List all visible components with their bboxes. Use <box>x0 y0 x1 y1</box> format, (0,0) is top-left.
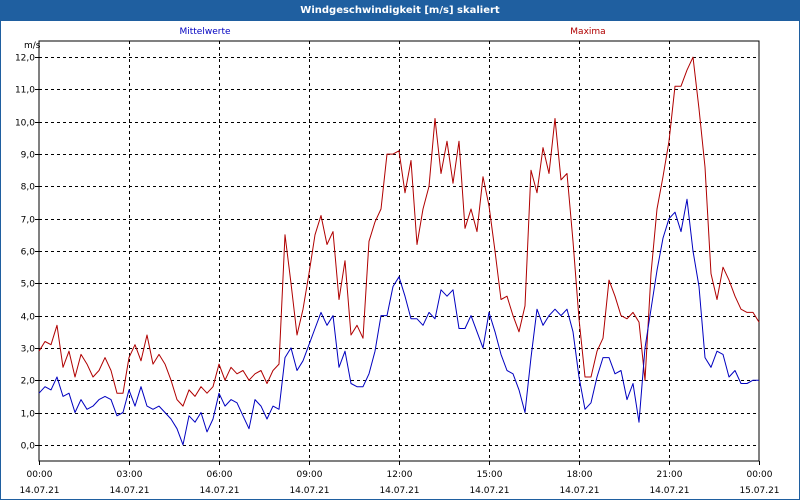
y-tick-label: 9,0 <box>21 151 36 161</box>
y-tick-label: 4,0 <box>21 313 36 323</box>
y-tick-label: 11,0 <box>15 86 35 96</box>
x-tick-date: 14.07.21 <box>559 486 599 496</box>
y-axis-label: m/s <box>24 41 41 51</box>
x-tick-time: 21:00 <box>657 470 683 480</box>
x-tick-date: 14.07.21 <box>469 486 509 496</box>
y-tick-label: 8,0 <box>21 183 36 193</box>
legend-maxima: Maxima <box>570 27 605 37</box>
x-tick-date: 14.07.21 <box>199 486 239 496</box>
x-ticks: 00:00 14.07.21 03:00 14.07.21 06:00 14.07.21 0… <box>19 461 780 496</box>
y-tick-label: 10,0 <box>15 119 35 129</box>
y-tick-label: 1,0 <box>21 410 36 420</box>
grid <box>39 41 759 461</box>
y-tick-label: 3,0 <box>21 345 36 355</box>
x-tick-date: 15.07.21 <box>739 486 779 496</box>
series-lines <box>38 56 760 446</box>
series-line-maxima <box>38 56 760 407</box>
x-tick-time: 09:00 <box>297 470 323 480</box>
y-ticks: 0,0 1,0 2,0 3,0 4,0 5,0 6,0 7,0 8,0 9,0 10,0 11,0 12… <box>15 54 39 452</box>
x-tick-date: 14.07.21 <box>649 486 689 496</box>
x-tick-time: 00:00 <box>27 470 53 480</box>
y-tick-label: 0,0 <box>21 442 36 452</box>
x-tick-date: 14.07.21 <box>379 486 419 496</box>
x-tick-time: 00:00 <box>747 470 773 480</box>
x-tick-date: 14.07.21 <box>19 486 59 496</box>
x-tick-time: 06:00 <box>207 470 233 480</box>
x-tick-date: 14.07.21 <box>289 486 329 496</box>
y-tick-label: 12,0 <box>15 54 35 64</box>
y-tick-label: 7,0 <box>21 216 36 226</box>
x-tick-time: 18:00 <box>567 470 593 480</box>
x-tick-time: 03:00 <box>117 470 143 480</box>
series-line-mittelwerte <box>38 198 759 446</box>
y-tick-label: 2,0 <box>21 377 36 387</box>
window-title: Windgeschwindigkeit [m/s] skaliert <box>1 1 799 21</box>
x-tick-time: 12:00 <box>387 470 413 480</box>
legend-mittelwerte: Mittelwerte <box>179 27 230 37</box>
x-tick-date: 14.07.21 <box>109 486 149 496</box>
y-tick-label: 5,0 <box>21 280 36 290</box>
x-tick-time: 15:00 <box>477 470 503 480</box>
y-tick-label: 6,0 <box>21 248 36 258</box>
